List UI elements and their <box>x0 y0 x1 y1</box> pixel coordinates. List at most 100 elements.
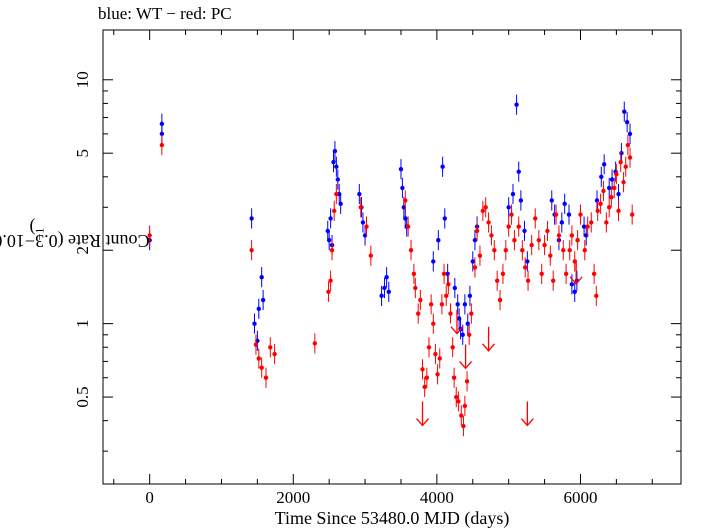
data-point <box>312 333 318 354</box>
marker <box>462 302 468 307</box>
data-point <box>252 313 257 334</box>
marker <box>575 237 580 243</box>
data-point <box>460 324 465 345</box>
data-point <box>606 177 612 199</box>
marker <box>489 233 494 238</box>
marker <box>612 185 617 191</box>
marker <box>497 297 503 303</box>
data-point <box>147 225 152 246</box>
data-point <box>561 240 566 261</box>
marker <box>416 311 421 316</box>
marker <box>616 208 621 214</box>
marker <box>259 275 264 280</box>
data-points <box>147 94 635 437</box>
marker <box>601 162 607 167</box>
marker <box>472 265 478 270</box>
data-point <box>450 337 455 358</box>
marker <box>332 148 338 154</box>
marker <box>572 289 577 295</box>
plot-frame <box>102 29 682 485</box>
data-point <box>405 216 411 237</box>
marker <box>326 237 332 243</box>
data-point <box>462 294 468 315</box>
data-point <box>332 200 337 221</box>
data-point <box>512 230 517 251</box>
data-point <box>424 367 430 388</box>
data-point <box>403 190 408 211</box>
data-point <box>486 212 491 233</box>
data-point <box>441 263 447 284</box>
data-point <box>472 230 478 251</box>
marker <box>629 212 635 217</box>
marker <box>147 233 152 238</box>
y-axis-label-end: ) <box>29 218 36 239</box>
data-point <box>556 225 562 246</box>
data-point <box>480 200 486 221</box>
data-point <box>259 357 264 378</box>
marker <box>569 282 575 287</box>
data-point <box>420 359 425 380</box>
marker <box>549 198 554 203</box>
y-tick-label: 2 <box>73 246 92 255</box>
data-point <box>604 212 609 233</box>
marker <box>512 237 517 243</box>
marker <box>439 302 445 307</box>
data-point <box>572 281 577 302</box>
marker <box>506 205 511 210</box>
marker <box>256 356 262 361</box>
data-point <box>469 303 474 324</box>
y-tick-label: 5 <box>73 149 92 158</box>
data-point <box>263 367 269 388</box>
marker <box>470 259 475 264</box>
data-point <box>413 277 418 299</box>
data-point <box>462 395 468 416</box>
data-point <box>566 204 572 225</box>
marker <box>595 208 600 214</box>
data-point <box>364 216 369 237</box>
marker <box>533 216 538 221</box>
marker <box>627 131 633 137</box>
marker <box>559 220 565 225</box>
upper-limit-arrow <box>450 309 464 335</box>
data-point <box>589 212 594 233</box>
marker <box>328 216 333 221</box>
data-point <box>477 245 483 266</box>
data-point <box>582 240 587 261</box>
marker <box>599 174 604 180</box>
data-point <box>459 405 464 426</box>
data-point <box>545 220 550 242</box>
upper-limit-arrow <box>416 401 430 427</box>
data-point <box>442 208 447 229</box>
data-point <box>461 416 466 437</box>
data-point <box>520 240 525 261</box>
marker <box>422 384 427 390</box>
marker <box>483 205 488 210</box>
marker <box>440 164 445 169</box>
data-point <box>624 112 630 133</box>
marker <box>326 289 331 295</box>
data-point <box>259 267 264 288</box>
marker <box>437 356 442 361</box>
marker <box>598 201 603 207</box>
data-point <box>601 154 607 175</box>
data-point <box>609 187 614 208</box>
data-point <box>612 177 617 199</box>
data-point <box>253 334 259 355</box>
data-point <box>368 245 374 266</box>
data-point <box>578 204 583 225</box>
marker <box>591 271 597 277</box>
upper-limit-arrow <box>520 401 534 427</box>
marker <box>358 205 363 210</box>
marker <box>516 169 521 174</box>
arrow-head <box>569 276 583 285</box>
chart-title: blue: WT − red: PC <box>98 4 232 23</box>
data-point <box>492 240 497 261</box>
marker <box>413 285 418 291</box>
marker <box>627 155 633 160</box>
marker <box>253 342 259 347</box>
data-point <box>553 204 559 225</box>
data-point <box>338 193 343 214</box>
data-point <box>629 204 635 225</box>
marker <box>260 297 266 303</box>
data-point <box>249 240 254 261</box>
